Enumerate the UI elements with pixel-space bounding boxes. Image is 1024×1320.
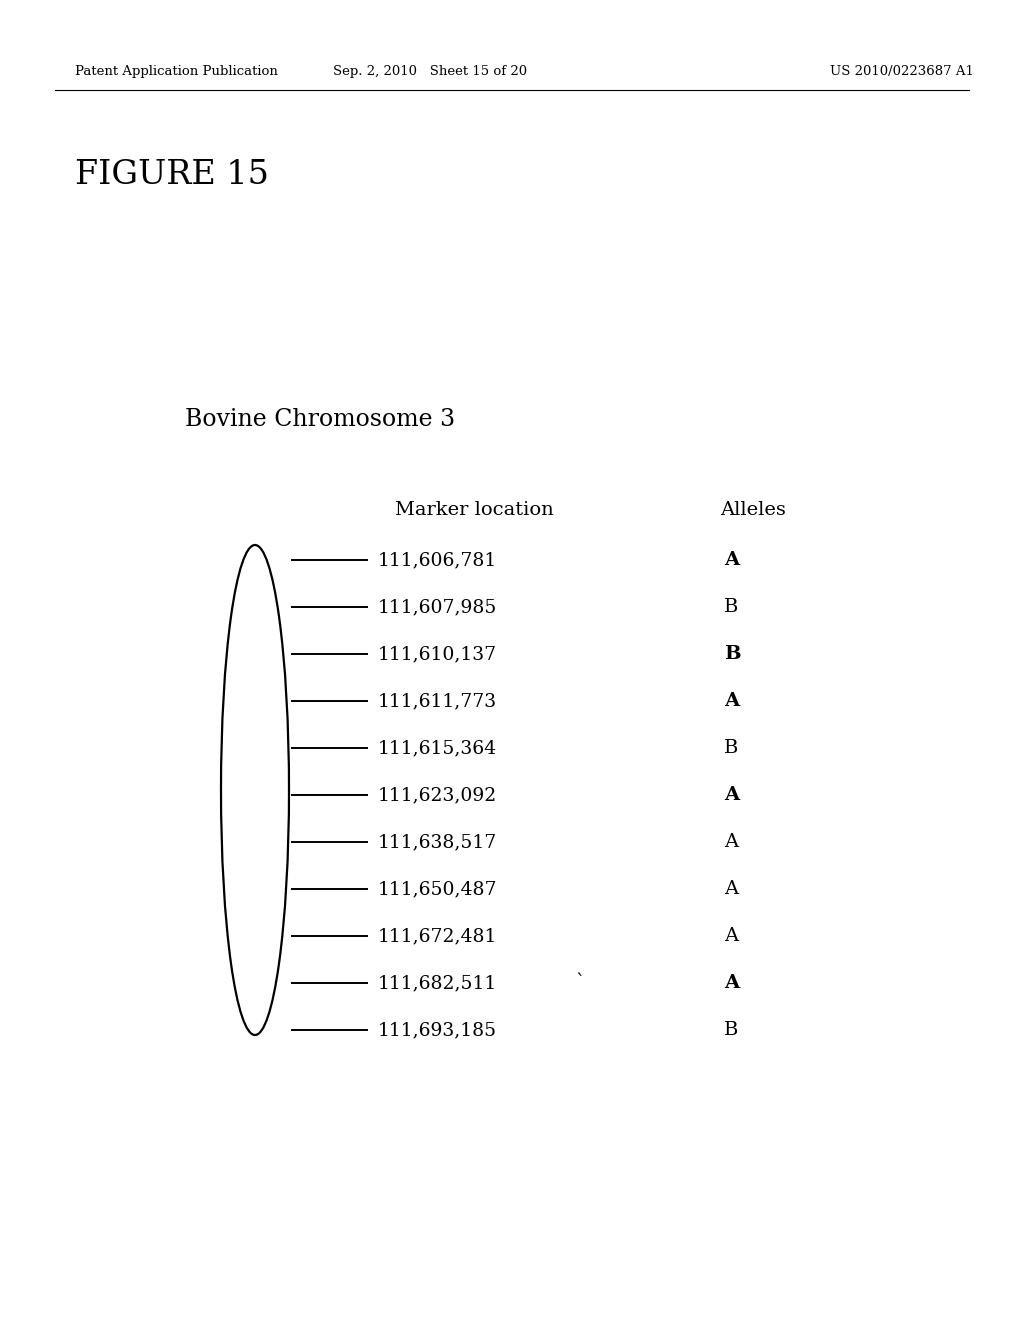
Text: 111,607,985: 111,607,985 (378, 598, 498, 616)
Text: A: A (724, 880, 738, 898)
Text: Alleles: Alleles (720, 502, 785, 519)
Text: A: A (724, 974, 739, 993)
Text: B: B (724, 739, 738, 756)
Text: Marker location: Marker location (395, 502, 554, 519)
Text: A: A (724, 833, 738, 851)
Text: 111,615,364: 111,615,364 (378, 739, 497, 756)
Text: FIGURE 15: FIGURE 15 (75, 158, 269, 191)
Text: B: B (724, 1020, 738, 1039)
Text: US 2010/0223687 A1: US 2010/0223687 A1 (830, 66, 974, 78)
Text: 111,650,487: 111,650,487 (378, 880, 498, 898)
Text: 111,606,781: 111,606,781 (378, 550, 498, 569)
Text: A: A (724, 692, 739, 710)
Text: 111,693,185: 111,693,185 (378, 1020, 497, 1039)
Text: A: A (724, 785, 739, 804)
Text: `: ` (575, 974, 585, 993)
Text: 111,610,137: 111,610,137 (378, 645, 497, 663)
Text: Bovine Chromosome 3: Bovine Chromosome 3 (185, 408, 455, 432)
Text: B: B (724, 645, 740, 663)
Text: 111,682,511: 111,682,511 (378, 974, 498, 993)
Text: 111,623,092: 111,623,092 (378, 785, 498, 804)
Text: A: A (724, 550, 739, 569)
Text: 111,611,773: 111,611,773 (378, 692, 497, 710)
Text: 111,638,517: 111,638,517 (378, 833, 498, 851)
Text: Sep. 2, 2010   Sheet 15 of 20: Sep. 2, 2010 Sheet 15 of 20 (333, 66, 527, 78)
Text: B: B (724, 598, 738, 616)
Text: 111,672,481: 111,672,481 (378, 927, 498, 945)
Text: A: A (724, 927, 738, 945)
Text: Patent Application Publication: Patent Application Publication (75, 66, 278, 78)
